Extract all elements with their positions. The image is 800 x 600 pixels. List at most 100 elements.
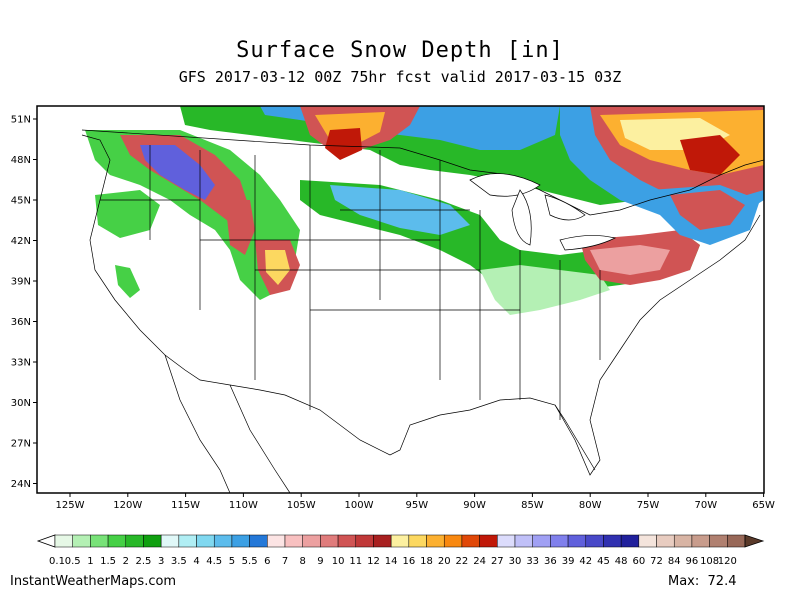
colorbar-label: 84 — [668, 556, 681, 567]
colorbar-label: 14 — [385, 556, 398, 567]
colorbar-swatch — [709, 534, 728, 548]
lon-label: 90W — [463, 500, 486, 511]
colorbar-swatch — [302, 534, 321, 548]
lon-label: 80W — [579, 500, 602, 511]
lat-label: 36N — [11, 317, 31, 328]
colorbar-swatch — [249, 534, 268, 548]
colorbar-label: 45 — [597, 556, 610, 567]
lat-label: 24N — [11, 479, 31, 490]
map-subtitle: GFS 2017-03-12 00Z 75hr fcst valid 2017-… — [178, 68, 622, 86]
colorbar-label: 60 — [632, 556, 645, 567]
colorbar-label: 22 — [456, 556, 469, 567]
colorbar-label: 20 — [438, 556, 451, 567]
colorbar-label: 16 — [402, 556, 415, 567]
colorbar-swatch — [408, 534, 427, 548]
colorbar-swatch — [390, 534, 410, 548]
colorbar-swatch — [497, 534, 516, 548]
snow-oregon-dots — [95, 190, 160, 238]
colorbar-swatch — [426, 534, 445, 548]
colorbar-swatch — [160, 534, 180, 548]
colorbar-swatch — [727, 534, 746, 548]
colorbar-label: 3.5 — [171, 556, 187, 567]
colorbar-swatch — [337, 534, 357, 548]
colorbar-swatch — [691, 534, 710, 548]
colorbar-label: 42 — [579, 556, 592, 567]
colorbar-label: 8 — [300, 556, 306, 567]
colorbar-label: 2 — [123, 556, 129, 567]
colorbar-swatch — [514, 534, 533, 548]
colorbar-swatch — [550, 534, 569, 548]
colorbar: 0.1 0.5 1 1.5 2 2.5 3 3.5 4 4.5 5 5.5 6 7 8 9 10 11 12 14 16… — [36, 534, 765, 567]
colorbar-label: 24 — [473, 556, 486, 567]
colorbar-swatch — [107, 534, 127, 548]
lon-label: 115W — [171, 500, 200, 511]
colorbar-swatch — [373, 534, 392, 548]
colorbar-label: 120 — [718, 556, 737, 567]
colorbar-label: 5.5 — [242, 556, 258, 567]
snow-colorado-yellow — [265, 250, 290, 285]
lat-label: 51N — [11, 115, 31, 126]
lon-label: 125W — [56, 500, 85, 511]
snow-canada-darkred — [325, 128, 362, 160]
colorbar-swatch — [125, 534, 144, 548]
colorbar-label: 1.5 — [100, 556, 116, 567]
colorbar-swatch — [355, 534, 374, 548]
colorbar-label: 0.1 — [49, 556, 65, 567]
colorbar-label: 0.5 — [65, 556, 81, 567]
snow-sierra-green — [115, 265, 140, 298]
colorbar-swatch — [196, 534, 215, 548]
lon-label: 65W — [752, 500, 775, 511]
colorbar-swatch — [284, 534, 303, 548]
colorbar-swatch — [267, 534, 286, 548]
lat-label: 39N — [11, 277, 31, 288]
colorbar-label: 72 — [650, 556, 663, 567]
colorbar-label: 7 — [282, 556, 288, 567]
colorbar-swatch — [213, 534, 233, 548]
colorbar-label: 4.5 — [206, 556, 222, 567]
snow-quebec-darkred — [680, 135, 740, 175]
snow-rockies-green — [85, 130, 300, 300]
colorbar-swatch — [479, 534, 498, 548]
map-title: Surface Snow Depth [in] — [236, 38, 564, 63]
lon-label: 100W — [345, 500, 374, 511]
lon-label: 105W — [287, 500, 316, 511]
colorbar-swatch — [620, 534, 640, 548]
longitude-axis: 125W 120W 115W 110W 105W 100W 95W 90W 85W 80W 75W 7… — [56, 493, 775, 511]
colorbar-label: 6 — [264, 556, 270, 567]
colorbar-label: 5 — [229, 556, 235, 567]
max-label: Max: — [668, 574, 700, 589]
colorbar-label: 96 — [686, 556, 699, 567]
lon-label: 70W — [694, 500, 717, 511]
lat-label: 33N — [11, 358, 31, 369]
colorbar-label: 9 — [317, 556, 323, 567]
colorbar-label: 2.5 — [136, 556, 152, 567]
lat-label: 45N — [11, 196, 31, 207]
snow-plains-light — [480, 265, 610, 315]
colorbar-label: 39 — [562, 556, 575, 567]
colorbar-swatch — [320, 534, 339, 548]
lon-label: 85W — [521, 500, 544, 511]
colorbar-under-arrow — [36, 534, 56, 548]
colorbar-swatch — [143, 534, 162, 548]
colorbar-label: 1 — [87, 556, 93, 567]
colorbar-swatch — [461, 534, 480, 548]
colorbar-swatch — [90, 534, 109, 548]
lon-label: 110W — [229, 500, 258, 511]
latitude-axis: 51N 48N 45N 42N 39N 36N 33N 30N 27N 24N — [11, 115, 37, 490]
snow-northeast-pink — [590, 245, 670, 275]
colorbar-swatch — [532, 534, 551, 548]
snow-newengland-red — [670, 190, 745, 230]
colorbar-swatch — [673, 534, 693, 548]
state-borders — [81, 129, 764, 493]
colorbar-swatch — [585, 534, 604, 548]
map-frame — [36, 105, 765, 494]
lon-label: 120W — [113, 500, 142, 511]
lon-label: 75W — [637, 500, 660, 511]
lat-label: 42N — [11, 236, 31, 247]
max-value: 72.4 — [707, 574, 737, 589]
colorbar-swatch — [656, 534, 675, 548]
colorbar-label: 18 — [420, 556, 433, 567]
colorbar-label: 36 — [544, 556, 557, 567]
colorbar-label: 33 — [526, 556, 539, 567]
